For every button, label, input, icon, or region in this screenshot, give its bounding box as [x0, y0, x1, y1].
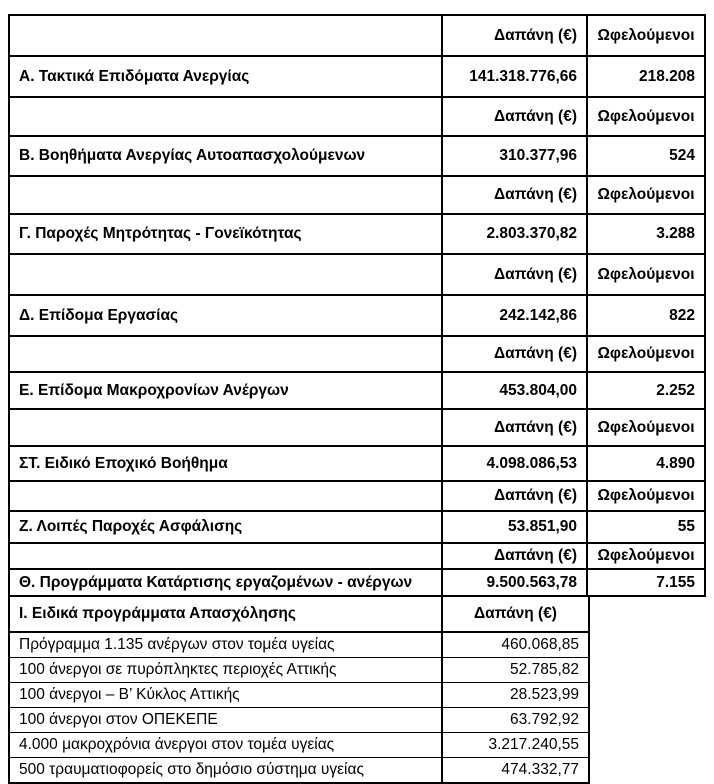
beneficiaries-column-header: Ωφελούμενοι: [597, 345, 695, 362]
benefit-section-e: Δαπάνη (€) Ωφελούμενοι Ε. Επίδομα Μακροχ…: [8, 335, 706, 410]
benefit-data-row: Α. Τακτικά Επιδόματα Ανεργίας 141.318.77…: [10, 57, 704, 96]
empty-header-cell: [10, 16, 443, 55]
beneficiaries-value: 4.890: [656, 454, 695, 472]
benefit-section-b: Δαπάνη (€) Ωφελούμενοι Β. Βοηθήματα Ανερ…: [8, 96, 706, 177]
benefit-section-z: Δαπάνη (€) Ωφελούμενοι Ζ. Λοιπές Παροχές…: [8, 480, 706, 544]
benefit-label: Γ. Παροχές Μητρότητας - Γονεϊκότητας: [10, 215, 443, 253]
beneficiaries-value: 3.288: [656, 225, 695, 242]
expense-column-header: Δαπάνη (€): [443, 255, 588, 294]
expense-column-header: Δαπάνη (€): [443, 16, 588, 55]
expense-column-header: Δαπάνη (€): [443, 544, 588, 568]
empty-header-cell: [10, 255, 443, 294]
empty-header-cell: [10, 98, 443, 135]
beneficiaries-value: 7.155: [656, 573, 695, 591]
benefit-label: Ζ. Λοιπές Παροχές Ασφάλισης: [10, 512, 443, 542]
special-programs-title: Ι. Ειδικά προγράμματα Απασχόλησης: [10, 597, 443, 631]
beneficiaries-value: 218.208: [638, 67, 695, 85]
expense-value: 242.142,86: [443, 296, 588, 335]
program-row: 500 τραυματιοφορείς στο δημόσιο σύστημα …: [10, 757, 588, 782]
beneficiaries-column-header: Ωφελούμενοι: [597, 547, 695, 564]
empty-header-cell: [10, 410, 443, 445]
expense-column-header: Δαπάνη (€): [443, 337, 588, 371]
section-header-row: Δαπάνη (€) Ωφελούμενοι: [10, 337, 704, 373]
empty-header-cell: [10, 177, 443, 213]
beneficiaries-column-header: Ωφελούμενοι: [597, 107, 695, 125]
expense-column-header: Δαπάνη (€): [443, 177, 588, 213]
beneficiaries-column-header: Ωφελούμενοι: [597, 487, 695, 504]
empty-header-cell: [10, 544, 443, 568]
special-programs-header-row: Ι. Ειδικά προγράμματα Απασχόλησης Δαπάνη…: [10, 597, 588, 633]
beneficiaries-column-header: Ωφελούμενοι: [597, 418, 695, 436]
section-header-row: Δαπάνη (€) Ωφελούμενοι: [10, 544, 704, 570]
expense-column-header: Δαπάνη (€): [443, 482, 588, 510]
benefit-data-row: Β. Βοηθήματα Ανεργίας Αυτοαπασχολούμενων…: [10, 137, 704, 175]
benefit-data-row: Θ. Προγράμματα Κατάρτισης εργαζομένων - …: [10, 570, 704, 595]
benefit-label: Ε. Επίδομα Μακροχρονίων Ανέργων: [10, 373, 443, 408]
program-row: Πρόγραμμα 1.135 ανέργων στον τομέα υγεία…: [10, 633, 588, 657]
benefit-label: Α. Τακτικά Επιδόματα Ανεργίας: [10, 57, 443, 96]
program-expense-value: 28.523,99: [510, 686, 579, 703]
benefit-data-row: ΣΤ. Ειδικό Εποχικό Βοήθημα 4.098.086,53 …: [10, 447, 704, 480]
benefit-data-row: Δ. Επίδομα Εργασίας 242.142,86 822: [10, 296, 704, 335]
beneficiaries-column-header: Ωφελούμενοι: [597, 186, 695, 203]
section-header-row: Δαπάνη (€) Ωφελούμενοι: [10, 16, 704, 57]
expense-column-header: Δαπάνη (€): [443, 410, 588, 445]
benefit-section-a: Δαπάνη (€) Ωφελούμενοι Α. Τακτικά Επιδόμ…: [8, 14, 706, 98]
program-expense-value: 3.217.240,55: [488, 736, 579, 753]
benefit-label: ΣΤ. Ειδικό Εποχικό Βοήθημα: [10, 447, 443, 480]
benefit-data-row: Ζ. Λοιπές Παροχές Ασφάλισης 53.851,90 55: [10, 512, 704, 542]
beneficiaries-value: 524: [669, 147, 695, 164]
beneficiaries-column-header: Ωφελούμενοι: [597, 26, 695, 44]
expense-column-header: Δαπάνη (€): [474, 605, 557, 622]
section-header-row: Δαπάνη (€) Ωφελούμενοι: [10, 410, 704, 447]
section-header-row: Δαπάνη (€) Ωφελούμενοι: [10, 482, 704, 512]
special-programs-section: Ι. Ειδικά προγράμματα Απασχόλησης Δαπάνη…: [8, 595, 590, 784]
program-expense-value: 474.332,77: [501, 761, 579, 778]
expense-value: 53.851,90: [443, 512, 588, 542]
benefit-section-st: Δαπάνη (€) Ωφελούμενοι ΣΤ. Ειδικό Εποχικ…: [8, 408, 706, 482]
program-row: 100 άνεργοι στον ΟΠΕΚΕΠΕ 63.792,92: [10, 707, 588, 732]
section-header-row: Δαπάνη (€) Ωφελούμενοι: [10, 98, 704, 137]
program-label: 500 τραυματιοφορείς στο δημόσιο σύστημα …: [10, 758, 443, 782]
beneficiaries-value: 822: [669, 306, 695, 324]
beneficiaries-value: 55: [677, 518, 695, 535]
expense-value: 310.377,96: [443, 137, 588, 175]
program-expense-value: 52.785,82: [510, 661, 579, 678]
benefit-label: Θ. Προγράμματα Κατάρτισης εργαζομένων - …: [10, 570, 443, 595]
benefit-label: Δ. Επίδομα Εργασίας: [10, 296, 443, 335]
program-row: 100 άνεργοι σε πυρόπληκτες περιοχές Αττι…: [10, 657, 588, 682]
empty-header-cell: [10, 482, 443, 510]
program-row: 100 άνεργοι – Β’ Κύκλος Αττικής 28.523,9…: [10, 682, 588, 707]
benefit-data-row: Γ. Παροχές Μητρότητας - Γονεϊκότητας 2.8…: [10, 215, 704, 253]
expense-value: 2.803.370,82: [443, 215, 588, 253]
program-label: 100 άνεργοι στον ΟΠΕΚΕΠΕ: [10, 708, 443, 732]
benefit-section-g: Δαπάνη (€) Ωφελούμενοι Γ. Παροχές Μητρότ…: [8, 175, 706, 255]
program-expense-value: 460.068,85: [501, 636, 579, 653]
empty-header-cell: [10, 337, 443, 371]
benefit-section-d: Δαπάνη (€) Ωφελούμενοι Δ. Επίδομα Εργασί…: [8, 253, 706, 337]
benefit-section-th: Δαπάνη (€) Ωφελούμενοι Θ. Προγράμματα Κα…: [8, 542, 706, 597]
benefit-data-row: Ε. Επίδομα Μακροχρονίων Ανέργων 453.804,…: [10, 373, 704, 408]
section-header-row: Δαπάνη (€) Ωφελούμενοι: [10, 177, 704, 215]
program-label: 4.000 μακροχρόνια άνεργοι στον τομέα υγε…: [10, 733, 443, 757]
beneficiaries-column-header: Ωφελούμενοι: [597, 265, 695, 283]
program-expense-value: 63.792,92: [510, 711, 579, 728]
benefit-label: Β. Βοηθήματα Ανεργίας Αυτοαπασχολούμενων: [10, 137, 443, 175]
expense-value: 4.098.086,53: [443, 447, 588, 480]
expense-value: 9.500.563,78: [443, 570, 588, 595]
program-row: 4.000 μακροχρόνια άνεργοι στον τομέα υγε…: [10, 732, 588, 757]
expense-column-header: Δαπάνη (€): [443, 98, 588, 135]
program-label: 100 άνεργοι – Β’ Κύκλος Αττικής: [10, 683, 443, 707]
expense-value: 453.804,00: [443, 373, 588, 408]
program-label: Πρόγραμμα 1.135 ανέργων στον τομέα υγεία…: [10, 633, 443, 657]
program-label: 100 άνεργοι σε πυρόπληκτες περιοχές Αττι…: [10, 658, 443, 682]
section-header-row: Δαπάνη (€) Ωφελούμενοι: [10, 255, 704, 296]
expense-value: 141.318.776,66: [443, 57, 588, 96]
beneficiaries-value: 2.252: [656, 381, 695, 399]
